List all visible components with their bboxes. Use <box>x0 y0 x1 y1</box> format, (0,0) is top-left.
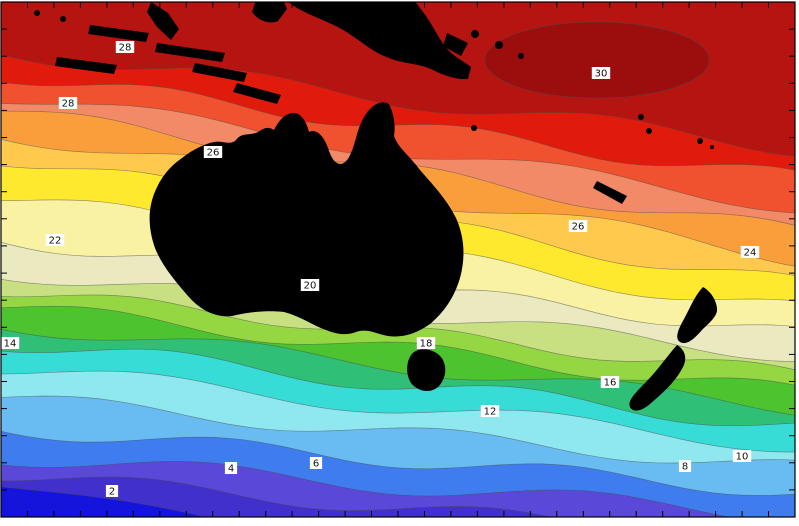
contour-label-28: 28 <box>115 41 135 54</box>
contour-label-20: 20 <box>300 279 320 292</box>
contour-label-value: 26 <box>572 222 585 233</box>
landmass-small-island <box>34 10 40 16</box>
isotherm-line-8 <box>1 430 795 496</box>
contour-label-6: 6 <box>309 457 323 470</box>
landmass-small-island <box>60 16 66 22</box>
contour-label-value: 16 <box>604 378 617 389</box>
contour-label-value: 10 <box>736 452 749 463</box>
contour-label-8: 8 <box>678 460 692 473</box>
contour-label-box <box>309 457 323 469</box>
landmass-australia <box>149 102 464 337</box>
contour-label-value: 20 <box>304 281 317 292</box>
contour-label-10: 10 <box>732 450 752 463</box>
landmass-tasmania <box>407 349 446 392</box>
contour-label-value: 14 <box>4 339 17 350</box>
isotherm-band-2 <box>1 486 205 517</box>
landmass-indonesian-islands <box>88 25 149 42</box>
contour-label-box <box>678 460 692 472</box>
contour-label-value: 6 <box>313 459 319 470</box>
contour-label-value: 2 <box>109 487 115 498</box>
contour-label-value: 18 <box>420 339 433 350</box>
contour-label-26: 26 <box>568 220 588 233</box>
contour-label-value: 26 <box>207 148 220 159</box>
contour-labels: 28 30 28 26 26 24 22 20 18 14 16 12 10 8 6 4 2 <box>0 41 760 498</box>
landmass-new-guinea <box>252 2 287 23</box>
landmass-small-island <box>495 41 503 49</box>
landmass-small-island <box>471 125 477 131</box>
contour-label-box <box>591 67 611 79</box>
contour-label-box <box>58 97 78 109</box>
contour-label-18: 18 <box>416 337 436 350</box>
contour-label-box <box>115 41 135 53</box>
axis-ticks <box>1 2 795 517</box>
closed-contour-30 <box>484 21 710 99</box>
contour-label-4: 4 <box>224 462 238 475</box>
contour-label-box <box>45 234 65 246</box>
landmass-new-guinea <box>288 2 471 80</box>
contour-label-16: 16 <box>600 376 620 389</box>
contour-label-26: 26 <box>203 146 223 159</box>
contour-label-value: 8 <box>682 462 688 473</box>
contour-label-value: 22 <box>49 236 62 247</box>
isotherm-line-14 <box>1 348 795 427</box>
contour-label-box <box>732 450 752 462</box>
landmass-small-island <box>710 145 714 149</box>
contour-label-box <box>224 462 238 474</box>
landmass-indonesian-islands <box>147 2 179 40</box>
contour-label-box <box>203 146 223 158</box>
contour-label-box <box>416 337 436 349</box>
contour-label-box <box>740 246 760 258</box>
landmass-indonesian-islands <box>233 83 281 104</box>
landmass-indonesian-islands <box>155 43 225 62</box>
contour-label-value: 30 <box>595 69 608 80</box>
landmass-small-island <box>697 138 703 144</box>
contour-label-24: 24 <box>740 246 760 259</box>
contour-label-value: 28 <box>119 43 132 54</box>
contour-label-box <box>300 279 320 291</box>
contour-label-30: 30 <box>591 67 611 80</box>
landmass-pacific-islands <box>443 33 468 56</box>
contour-label-22: 22 <box>45 234 65 247</box>
isotherm-line-12 <box>1 370 795 453</box>
landmass-new-zealand-south-island <box>629 345 686 411</box>
contour-label-value: 24 <box>744 248 757 259</box>
contour-label-value: 4 <box>228 464 234 475</box>
contour-label-2: 2 <box>105 485 119 498</box>
landmass-small-island <box>638 114 644 120</box>
contour-label-14: 14 <box>0 337 20 350</box>
contour-label-box <box>105 485 119 497</box>
contour-label-box <box>600 376 620 388</box>
isotherm-line-6 <box>1 461 731 517</box>
landmass-indonesian-islands <box>192 63 247 82</box>
landmass-pacific-islands <box>593 181 627 204</box>
contour-label-28: 28 <box>58 97 78 110</box>
contour-label-value: 28 <box>62 99 75 110</box>
landmasses <box>34 2 718 411</box>
contour-label-box <box>480 405 500 417</box>
landmass-indonesian-islands <box>55 57 117 74</box>
landmass-small-island <box>471 30 479 38</box>
isotherm-line-2 <box>1 486 207 517</box>
landmass-new-zealand-north-island <box>677 287 718 344</box>
isotherm-line-28 <box>1 54 795 157</box>
landmass-small-island <box>518 53 524 59</box>
contour-label-box <box>568 220 588 232</box>
landmass-small-island <box>646 128 652 134</box>
contour-label-box <box>0 337 20 349</box>
isotherm-line-4 <box>1 476 553 517</box>
isotherm-line-10 <box>1 395 795 464</box>
contour-label-12: 12 <box>480 405 500 418</box>
contour-label-value: 12 <box>484 407 497 418</box>
isotherm-line-27 <box>1 81 795 171</box>
